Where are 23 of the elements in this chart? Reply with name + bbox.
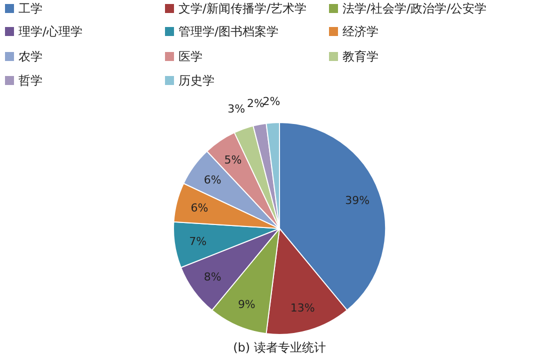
- data-label: 2%: [262, 95, 280, 108]
- legend-label: 文学/新闻传播学/艺术学: [178, 2, 307, 16]
- data-label: 39%: [345, 194, 370, 207]
- data-label: 5%: [224, 154, 242, 167]
- legend-label: 教育学: [342, 50, 378, 64]
- legend-label: 经济学: [342, 24, 378, 38]
- legend-label: 农学: [18, 50, 42, 64]
- legend-label: 法学/社会学/政治学/公安学: [342, 2, 487, 16]
- legend-label: 管理学/图书档案学: [178, 24, 279, 38]
- data-label: 6%: [190, 201, 208, 214]
- legend-label: 医学: [178, 50, 202, 64]
- data-label: 6%: [204, 173, 222, 186]
- legend-label: 工学: [18, 2, 42, 16]
- legend-label: 历史学: [178, 74, 214, 88]
- data-label: 2%: [246, 97, 264, 110]
- data-label: 13%: [290, 301, 315, 314]
- data-label: 3%: [228, 102, 246, 116]
- legend-label: 理学/心理学: [18, 24, 83, 38]
- data-label: 9%: [238, 298, 256, 311]
- text: (b) 读者专业统计: [233, 340, 326, 354]
- data-label: 7%: [189, 234, 207, 248]
- legend-label: 哲学: [18, 74, 42, 88]
- data-label: 8%: [204, 270, 222, 284]
